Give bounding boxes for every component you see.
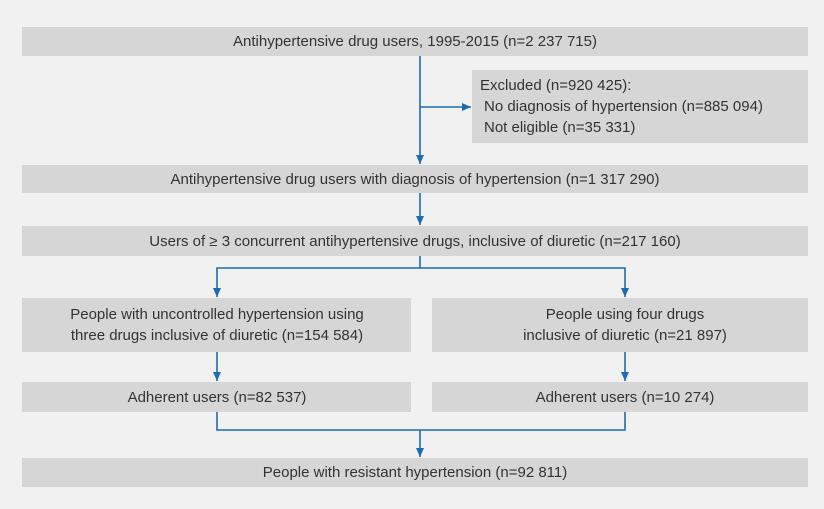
connector xyxy=(216,412,626,431)
box xyxy=(472,70,808,143)
box-text: No diagnosis of hypertension (n=885 094) xyxy=(484,98,763,115)
connectors xyxy=(213,56,629,457)
box xyxy=(432,382,808,412)
arrow xyxy=(420,267,629,297)
box xyxy=(22,298,411,352)
box-text: Not eligible (n=35 331) xyxy=(484,119,635,136)
box-text: Antihypertensive drug users with diagnos… xyxy=(170,171,659,188)
arrow xyxy=(213,256,421,297)
box-text: People with uncontrolled hypertension us… xyxy=(70,306,364,323)
box-text: three drugs inclusive of diuretic (n=154… xyxy=(71,327,363,344)
box-text: inclusive of diuretic (n=21 897) xyxy=(523,327,727,344)
box xyxy=(22,458,808,487)
box xyxy=(22,226,808,256)
box-text: People with resistant hypertension (n=92… xyxy=(263,464,568,481)
box xyxy=(432,298,808,352)
box-text: Excluded (n=920 425): xyxy=(480,77,631,94)
box-text: Adherent users (n=82 537) xyxy=(128,389,307,406)
box xyxy=(22,27,808,56)
box-text: People using four drugs xyxy=(546,306,704,323)
box-text: Antihypertensive drug users, 1995-2015 (… xyxy=(233,33,597,50)
box-text: Users of ≥ 3 concurrent antihypertensive… xyxy=(149,233,680,250)
box xyxy=(22,382,411,412)
box-text: Adherent users (n=10 274) xyxy=(536,389,715,406)
box xyxy=(22,165,808,193)
